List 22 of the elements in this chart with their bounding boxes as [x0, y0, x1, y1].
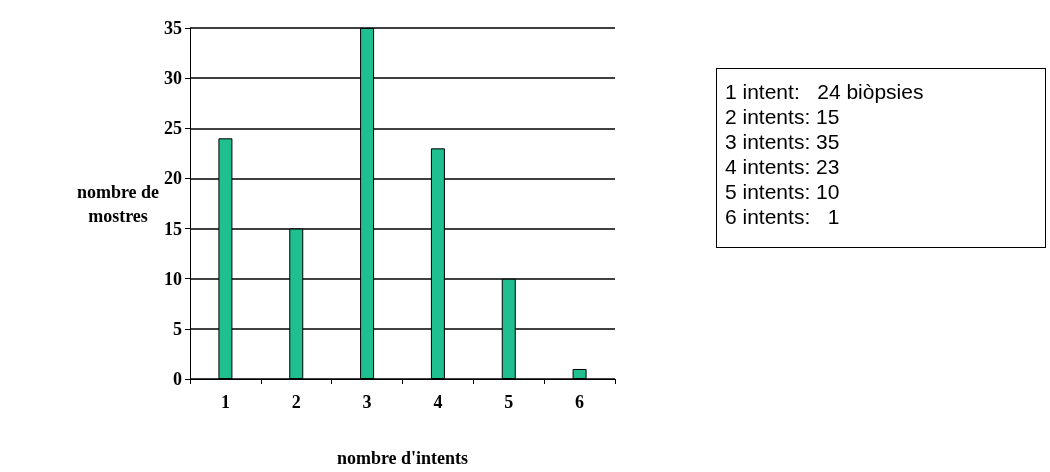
x-tick-label: 6: [575, 392, 585, 412]
x-tick-label: 2: [291, 392, 301, 412]
x-tick-label: 1: [220, 392, 230, 412]
text: 5 intents: 10: [725, 179, 841, 204]
x-axis-title: nombre d'intents: [336, 448, 469, 468]
y-tick-label: 10: [164, 268, 182, 289]
y-axis-title: nombre de mostres: [76, 181, 160, 226]
y-tick-label: 25: [164, 118, 182, 139]
text: 2 intents: 15: [725, 104, 841, 129]
text: 6 intents: 1: [725, 204, 841, 229]
x-tick-label: 4: [433, 392, 443, 412]
y-tick-label: 5: [173, 318, 182, 339]
y-tick-label: 15: [164, 218, 182, 239]
y-tick-label: 30: [164, 68, 182, 89]
y-tick-label: 0: [173, 369, 182, 389]
y-tick-label: 35: [164, 18, 182, 38]
text: 4 intents: 23: [725, 154, 841, 179]
text: 3 intents: 35: [725, 129, 841, 154]
x-tick-label: 3: [362, 392, 372, 412]
text: 1 intent: 24 biòpsies: [725, 79, 925, 104]
y-tick-label: 20: [164, 168, 182, 189]
x-tick-label: 5: [504, 392, 514, 412]
